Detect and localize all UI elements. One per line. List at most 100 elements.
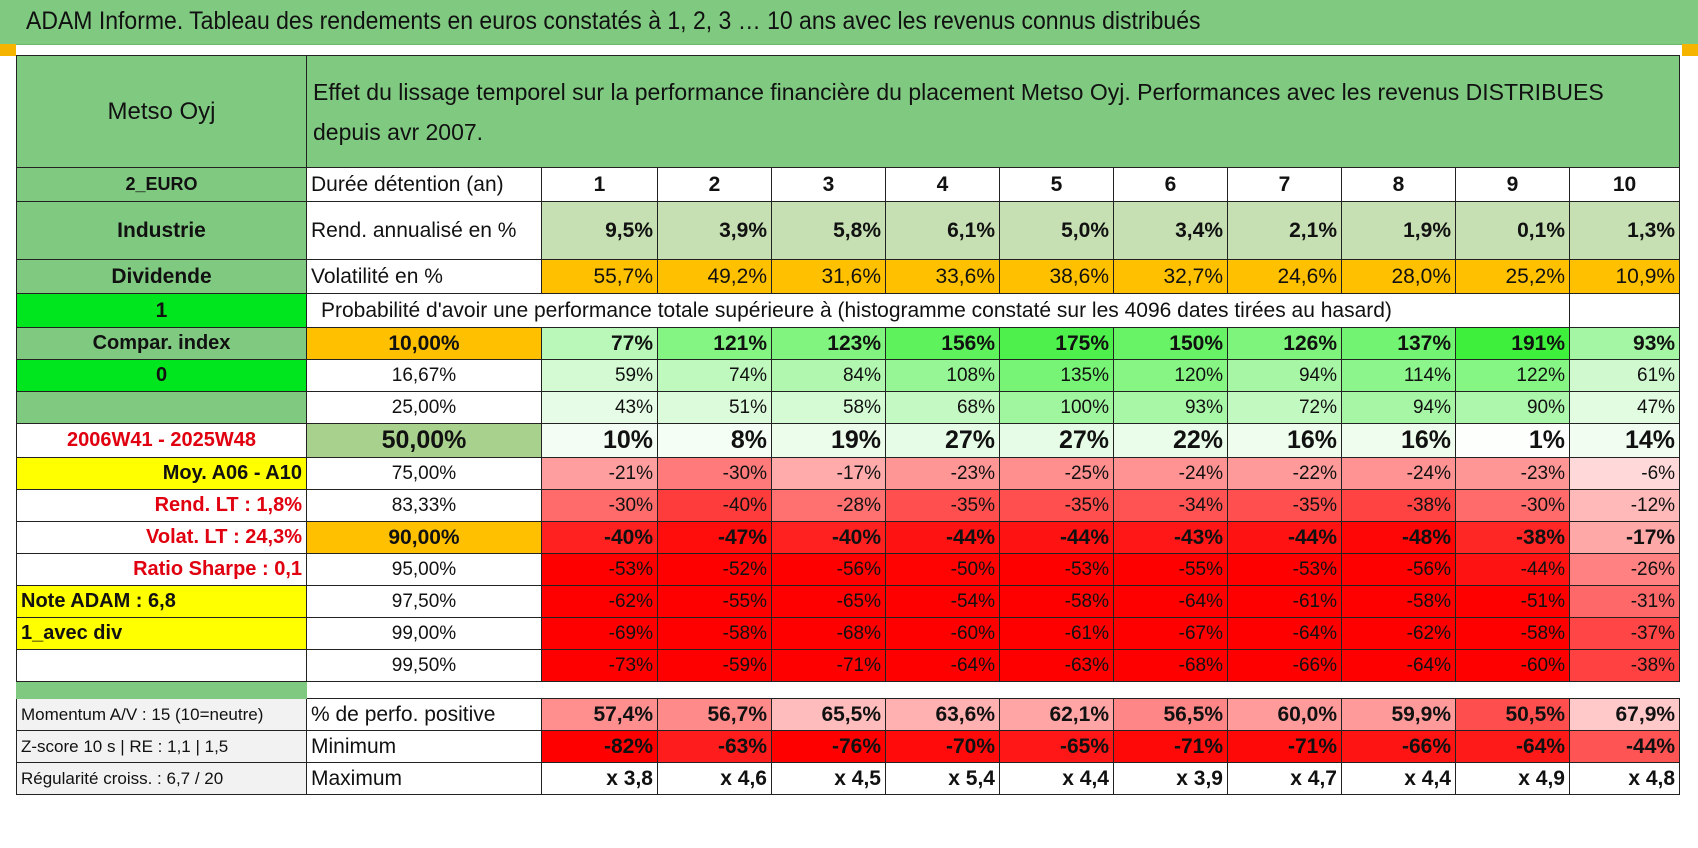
summary-cell: -44% <box>1568 730 1681 763</box>
probability-cell: -67% <box>1113 617 1228 650</box>
probability-cell: -53% <box>541 553 658 586</box>
summary-cell: x 4,8 <box>1568 762 1681 795</box>
summary-cell: x 5,4 <box>885 762 1000 795</box>
probability-row: Note ADAM : 6,8 97,50% -62% -55% -65% -54% -58… <box>16 585 1681 618</box>
probability-row: 0 16,67% 59% 74% 84% 108% 135% 120% 94% 114% 122% 6… <box>16 359 1681 392</box>
probability-cell: -23% <box>1455 457 1570 490</box>
probability-cell: -60% <box>1455 649 1570 682</box>
summary-cell: 50,5% <box>1455 698 1570 731</box>
summary-cell: 67,9% <box>1568 698 1681 731</box>
year-header: 8 <box>1341 167 1456 202</box>
summary-cell: -64% <box>1455 730 1570 763</box>
probability-cell: 121% <box>657 327 772 360</box>
probability-cell: -12% <box>1568 489 1681 522</box>
annual-return-cell: 6,1% <box>885 201 1000 260</box>
summary-cell: 62,1% <box>999 698 1114 731</box>
probability-cell: -68% <box>1113 649 1228 682</box>
summary-cell: -65% <box>999 730 1114 763</box>
summary-cell: 65,5% <box>771 698 886 731</box>
volatility-cell: 38,6% <box>999 259 1114 294</box>
probability-cell: -43% <box>1113 521 1228 554</box>
threshold-cell: 95,00% <box>306 553 542 586</box>
probability-cell: -25% <box>999 457 1114 490</box>
summary-cell: 59,9% <box>1341 698 1456 731</box>
probability-cell: 126% <box>1227 327 1342 360</box>
threshold-cell: 75,00% <box>306 457 542 490</box>
probability-cell: -69% <box>541 617 658 650</box>
performance-table: Metso Oyj Effet du lissage temporel sur … <box>16 55 1681 795</box>
annual-return-cell: 9,5% <box>541 201 658 260</box>
probability-row: Ratio Sharpe : 0,1 95,00% -53% -52% -56% -50%… <box>16 553 1681 586</box>
probability-cell: 156% <box>885 327 1000 360</box>
spacer-row <box>16 681 1680 699</box>
probability-cell: -62% <box>1341 617 1456 650</box>
probability-cell: -61% <box>999 617 1114 650</box>
blank-green-cell <box>16 391 307 424</box>
probability-cell: -64% <box>1227 617 1342 650</box>
probability-cell: -58% <box>1455 617 1570 650</box>
annual-return-cell: 1,9% <box>1341 201 1456 260</box>
year-header: 5 <box>999 167 1114 202</box>
summary-metric-label: Régularité croiss. : 6,7 / 20 <box>16 762 307 795</box>
probability-cell: -40% <box>541 521 658 554</box>
probability-cell: -48% <box>1341 521 1456 554</box>
vol-label: Volatilité en % <box>306 259 542 294</box>
probability-cell: 137% <box>1341 327 1456 360</box>
probability-cell: -26% <box>1568 553 1681 586</box>
annual-return-cell: 5,0% <box>999 201 1114 260</box>
summary-cell: 56,7% <box>657 698 772 731</box>
probability-cell: 19% <box>771 423 886 458</box>
probability-cell: -56% <box>1341 553 1456 586</box>
probability-cell: -54% <box>885 585 1000 618</box>
summary-row-label: % de perfo. positive <box>306 698 542 731</box>
threshold-cell: 99,50% <box>306 649 542 682</box>
probability-cell: -63% <box>999 649 1114 682</box>
threshold-cell: 83,33% <box>306 489 542 522</box>
probability-cell: 175% <box>999 327 1114 360</box>
summary-cell: -63% <box>657 730 772 763</box>
summary-cell: -70% <box>885 730 1000 763</box>
probability-cell: 93% <box>1113 391 1228 424</box>
probability-cell: 108% <box>885 359 1000 392</box>
summary-row: Régularité croiss. : 6,7 / 20 Maximum x 3,… <box>16 762 1681 795</box>
probability-cell: -60% <box>885 617 1000 650</box>
threshold-cell: 90,00% <box>306 521 542 554</box>
probability-cell: -31% <box>1568 585 1681 618</box>
rend-row: Industrie Rend. annualisé en % 9,5% 3,9% 5… <box>16 201 1681 260</box>
summary-row-label: Maximum <box>306 762 542 795</box>
report-title: ADAM Informe. Tableau des rendements en … <box>26 7 1201 35</box>
probability-cell: -38% <box>1341 489 1456 522</box>
summary-cell: x 4,9 <box>1455 762 1570 795</box>
probability-cell: 84% <box>771 359 886 392</box>
flag-zero[interactable]: 0 <box>16 359 307 392</box>
probability-cell: -22% <box>1227 457 1342 490</box>
probability-cell: -51% <box>1455 585 1570 618</box>
probability-cell: 191% <box>1455 327 1570 360</box>
probability-cell: -24% <box>1341 457 1456 490</box>
annual-return-cell: 3,4% <box>1113 201 1228 260</box>
probability-cell: 8% <box>657 423 772 458</box>
stock-name: Metso Oyj <box>16 55 307 168</box>
probability-row: Volat. LT : 24,3% 90,00% -40% -47% -40% -44% -… <box>16 521 1681 554</box>
probability-cell: -65% <box>771 585 886 618</box>
probability-cell: 94% <box>1341 391 1456 424</box>
probability-cell: -64% <box>1113 585 1228 618</box>
annual-return-cell: 1,3% <box>1568 201 1681 260</box>
probability-cell: -50% <box>885 553 1000 586</box>
flag-one[interactable]: 1 <box>16 293 307 328</box>
probability-cell: 123% <box>771 327 886 360</box>
summary-cell: -82% <box>541 730 658 763</box>
probability-cell: -44% <box>999 521 1114 554</box>
probability-cell: -38% <box>1568 649 1681 682</box>
probability-cell: 51% <box>657 391 772 424</box>
threshold-cell: 97,50% <box>306 585 542 618</box>
prob-title-end <box>1568 293 1681 328</box>
probability-cell: 68% <box>885 391 1000 424</box>
probability-cell: 16% <box>1227 423 1342 458</box>
summary-cell: 57,4% <box>541 698 658 731</box>
probability-cell: -35% <box>999 489 1114 522</box>
probability-cell: -30% <box>541 489 658 522</box>
probability-cell: -58% <box>999 585 1114 618</box>
volatility-cell: 28,0% <box>1341 259 1456 294</box>
probability-row: 25,00% 43% 51% 58% 68% 100% 93% 72% 94% 90% 47% <box>16 391 1681 424</box>
